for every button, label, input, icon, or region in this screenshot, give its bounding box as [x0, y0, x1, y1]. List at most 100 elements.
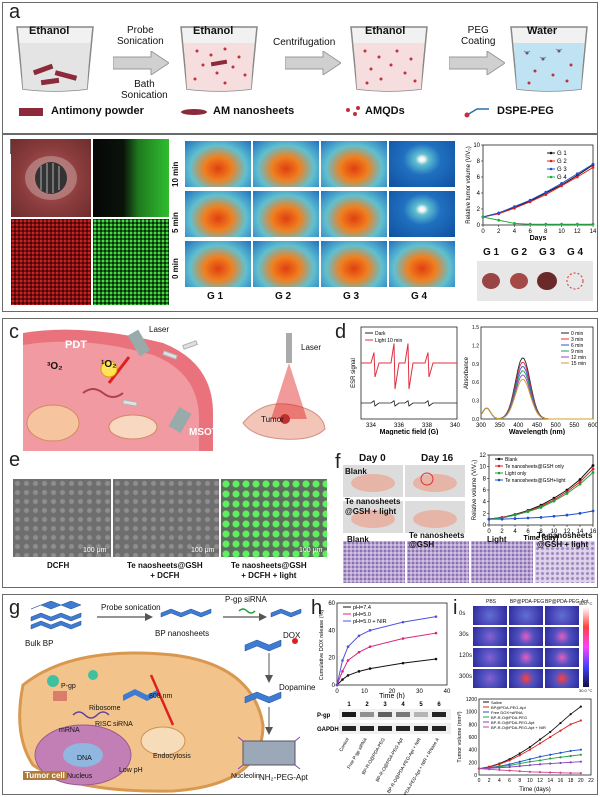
data-point — [579, 748, 582, 751]
x-tick-label: 4 — [498, 778, 501, 784]
risc-label: RISC — [95, 721, 112, 728]
data-point — [565, 513, 569, 517]
legend-amqd-icon — [346, 106, 360, 116]
legend-marker — [549, 151, 553, 155]
x-tick-label: 500 — [551, 423, 562, 429]
data-point — [578, 511, 582, 515]
cell-pdt-illustration — [23, 329, 326, 451]
panel-g-label: g — [9, 597, 21, 619]
petri-dish-photo — [11, 139, 91, 217]
legend-marker — [497, 457, 501, 461]
y-tick-label: 0.3 — [472, 399, 479, 405]
data-point — [528, 198, 532, 202]
y-tick-label: 800 — [469, 722, 478, 728]
data-point — [341, 678, 344, 681]
x-tick-label: 6 — [526, 529, 530, 535]
thermal-grid: 10 min 5 min 0 min G 1 G 2 G 3 G 4 — [171, 139, 463, 307]
y-tick-label: 10 — [473, 143, 480, 149]
data-point — [569, 772, 572, 775]
x-tick-label: 450 — [532, 423, 543, 429]
x-tick-label: 6 — [528, 229, 532, 235]
data-point — [539, 516, 543, 519]
beaker-2 — [180, 26, 258, 92]
data-point — [559, 721, 562, 725]
data-point — [538, 742, 542, 745]
laser-label-1: Laser — [149, 325, 170, 334]
data-point — [578, 482, 582, 486]
data-point — [579, 772, 582, 775]
plot-frame — [478, 698, 592, 776]
legend-entry: Light 10 min — [375, 338, 402, 344]
x-tick-label: 550 — [569, 423, 580, 429]
y-tick-label: 4 — [477, 191, 481, 197]
data-point — [518, 770, 521, 773]
thermal-cell — [389, 191, 455, 237]
x-tick-label: 300 — [476, 423, 487, 429]
thermal-image — [545, 669, 579, 688]
data-point — [528, 748, 532, 751]
wb-group-label: BP-R-O@PDA-PEG-Apt + NIR — [386, 736, 422, 794]
legend-entry: Blank — [505, 457, 518, 463]
nucleolin-label: Nucleolin — [231, 773, 260, 780]
legend-antimony: Antimony powder — [51, 105, 144, 117]
x-tick-label: 10 — [551, 529, 558, 535]
tumor-label: Tumor — [261, 415, 284, 424]
y-tick-label: 2 — [477, 207, 481, 213]
bulk-bp-label: Bulk BP — [25, 639, 54, 648]
thermal-image — [509, 606, 543, 625]
y-axis-label: Relative tumor volume (V/V₀) — [466, 146, 472, 224]
y-tick-label: 1.2 — [472, 343, 479, 349]
legend-entry: 9 min — [571, 349, 583, 355]
day0-label: Day 0 — [359, 453, 386, 464]
lane-number: 4 — [401, 702, 405, 708]
data-point — [559, 729, 562, 732]
data-point — [591, 166, 595, 169]
scale-bar-3: 100 μm — [299, 547, 323, 554]
data-point — [559, 751, 562, 754]
x-tick-label: 14 — [577, 529, 584, 535]
thermal-cell — [185, 241, 251, 287]
x-tick-label: 6 — [508, 778, 511, 784]
data-point — [549, 771, 552, 774]
x-axis-label: Time (day) — [524, 535, 559, 541]
data-point — [549, 730, 552, 734]
data-point — [508, 769, 511, 772]
esr-light-trace — [361, 343, 457, 390]
data-point — [368, 667, 372, 670]
day16-label: Day 16 — [421, 453, 454, 464]
group-label-g4: G 4 — [411, 291, 428, 302]
beaker-3-title: Ethanol — [365, 25, 406, 37]
x-tick-label: 10 — [361, 689, 368, 695]
thermal-cell — [185, 141, 251, 187]
data-point — [591, 467, 595, 471]
x-tick-label: 12 — [537, 778, 543, 784]
data-point — [434, 615, 438, 618]
data-point — [578, 480, 582, 484]
lane-number: 3 — [383, 702, 387, 708]
x-tick-label: 2 — [500, 529, 504, 535]
row-label: 30s — [459, 632, 469, 638]
legend-entry: pH=5.0 — [353, 612, 371, 618]
legend-entry: 6 min — [571, 343, 583, 349]
data-point — [528, 758, 532, 761]
mouse-label-te-light: Te nanosheets @GSH + light — [345, 497, 401, 516]
mrna-label: mRNA — [59, 727, 80, 734]
micrograph-te-dcfh — [113, 479, 219, 557]
legend-entry: G 3 — [557, 167, 567, 173]
thermal-cell — [253, 191, 319, 237]
x-tick-label: 336 — [394, 423, 405, 429]
data-point — [560, 222, 563, 226]
wb-group-label: Control — [338, 737, 350, 752]
legend-marker — [497, 478, 501, 482]
data-point — [549, 762, 552, 765]
wb-membrane — [339, 723, 451, 734]
thermal-cell — [321, 141, 387, 187]
histo-label-light: Light — [487, 535, 507, 544]
data-point — [401, 661, 405, 665]
y-axis-label: Relative volume (V/V₀) — [472, 460, 478, 521]
group-label-g1: G 1 — [207, 291, 224, 302]
legend-entry: BP-R-O@PDA-PEG-Apt — [491, 720, 535, 725]
thermal-image — [545, 606, 579, 625]
ribosome-label: Ribosome — [89, 705, 121, 712]
